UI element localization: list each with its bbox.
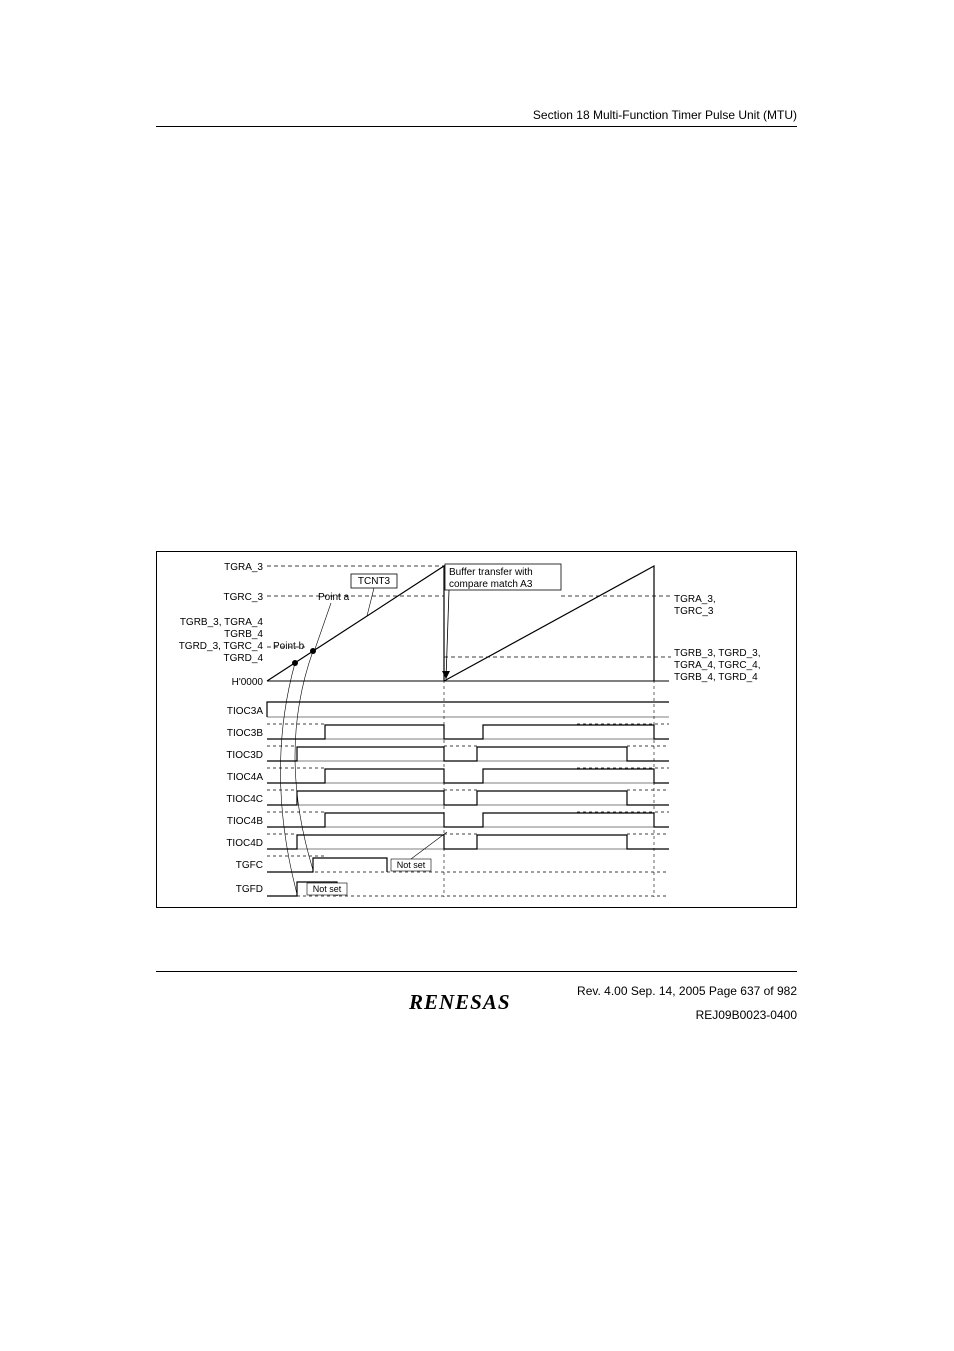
tioc3b-wave [267,725,669,746]
lbl-tioc3a: TIOC3A [227,706,263,717]
tcnt3-label: TCNT3 [358,576,391,587]
header-section-title: Section 18 Multi-Function Timer Pulse Un… [533,108,797,122]
lbl-tgfc: TGFC [236,860,263,871]
footer-rev-text: Rev. 4.00 Sep. 14, 2005 Page 637 of 982 [577,984,797,998]
point-a-leader [315,603,331,649]
footer-doc-text: REJ09B0023-0400 [696,1008,797,1022]
renesas-logo: RENESAS [409,990,511,1015]
tgfd-notset: Not set [313,884,342,894]
tioc4c-wave [267,791,669,812]
lbl-tgrc3: TGRC_3 [224,592,264,603]
lbl-line3a: TGRB_3, TGRA_4 [180,617,264,628]
timing-diagram: TGRA_3 TGRC_3 TGRB_3, TGRA_4 TGRB_4 TGRD… [156,551,797,908]
lbl-tioc4a: TIOC4A [227,772,263,783]
lbl-line3d: TGRD_4 [224,653,264,664]
r2a: TGRB_3, TGRD_3, [674,648,761,659]
r1a: TGRA_3, [674,594,716,605]
lbl-tioc3b: TIOC3B [227,728,263,739]
footer-rule [156,971,797,972]
tgfc-wave: Not set [267,832,669,872]
lbl-tioc4c: TIOC4C [226,794,263,805]
lbl-line3c: TGRD_3, TGRC_4 [179,641,264,652]
buffer-l1: Buffer transfer with [449,567,533,578]
tioc4b-wave [267,813,669,834]
lbl-tgfd: TGFD [236,884,263,895]
buffer-l2: compare match A3 [449,579,533,590]
r2b: TGRA_4, TGRC_4, [674,660,761,671]
lbl-line3b: TGRB_4 [224,629,263,640]
tioc3a-wave [267,702,669,724]
lbl-tioc4d: TIOC4D [226,838,263,849]
r2c: TGRB_4, TGRD_4 [674,672,758,683]
curve-a [295,651,313,870]
tioc3d-wave [267,747,669,768]
tioc4a-wave [267,769,669,790]
tgfc-notset: Not set [397,860,426,870]
curve-b [280,663,297,894]
tioc4d-wave [267,835,669,856]
lbl-tgra3: TGRA_3 [224,562,263,573]
lbl-tioc4b: TIOC4B [227,816,263,827]
lbl-h0000: H'0000 [232,677,264,688]
r1b: TGRC_3 [674,606,714,617]
point-b-label: Point b [273,641,305,652]
lbl-tioc3d: TIOC3D [226,750,263,761]
header-rule [156,126,797,127]
tgfd-wave: Not set [267,882,669,896]
buffer-arrow-line [446,590,449,679]
point-a-label: Point a [318,592,350,603]
